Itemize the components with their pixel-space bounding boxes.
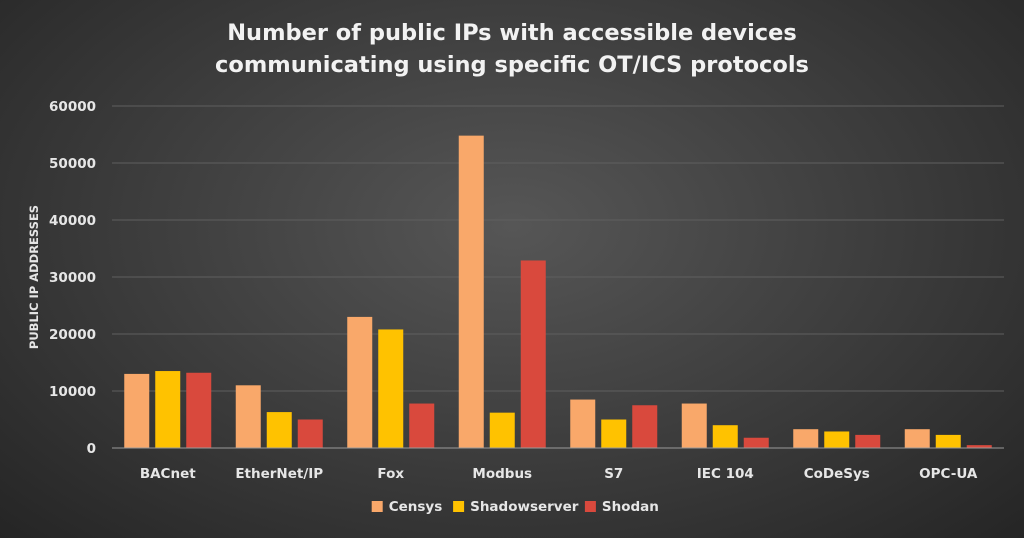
- bar-censys: [458, 135, 484, 448]
- chart-title-line-1: Number of public IPs with accessible dev…: [227, 20, 797, 46]
- bar-shodan: [409, 403, 435, 448]
- y-tick-label: 10000: [49, 384, 96, 400]
- bar-censys: [124, 373, 150, 448]
- x-axis: BACnet EtherNet/IP Fox Modbus S7 IEC 104 CoDeS…: [112, 447, 1004, 482]
- x-tick-label: EtherNet/IP: [235, 466, 323, 482]
- bar-censys: [793, 429, 819, 448]
- legend-label-shadowserver: Shadowserver: [470, 499, 579, 515]
- bar-shodan: [297, 419, 323, 448]
- bar-censys: [904, 429, 930, 448]
- x-tick-label: Modbus: [472, 466, 532, 482]
- legend-label-censys: Censys: [389, 499, 443, 515]
- bar-censys: [347, 316, 373, 448]
- x-tick-label: S7: [604, 466, 623, 482]
- grid-layer: 0 10000 20000 30000 40000 50000 60000: [49, 99, 1004, 457]
- y-tick-label: 20000: [49, 327, 96, 343]
- x-tick-label: CoDeSys: [804, 466, 870, 482]
- bar-shodan: [520, 260, 546, 448]
- bar-shodan: [743, 437, 769, 448]
- bar-shadowserver: [824, 431, 850, 448]
- bar-shodan: [966, 445, 992, 448]
- bar-shodan: [855, 434, 881, 448]
- x-tick-label: Fox: [377, 466, 404, 482]
- bar-shadowserver: [266, 412, 292, 448]
- bar-shadowserver: [155, 371, 181, 448]
- legend-swatch-shodan: [584, 501, 596, 512]
- bar-shodan: [632, 405, 658, 448]
- bar-shadowserver: [601, 419, 627, 448]
- x-tick-label: IEC 104: [697, 466, 754, 482]
- bar-shadowserver: [712, 425, 738, 448]
- y-tick-label: 50000: [49, 156, 96, 172]
- y-axis-label: PUBLIC IP ADDRESSES: [27, 205, 41, 349]
- y-tick-label: 40000: [49, 213, 96, 229]
- bar-shadowserver: [378, 329, 404, 448]
- bar-shadowserver: [489, 412, 515, 448]
- y-tick-label: 60000: [49, 99, 96, 115]
- bar-censys: [681, 403, 707, 448]
- bar-censys: [570, 399, 596, 448]
- legend-swatch-shadowserver: [453, 501, 465, 512]
- x-tick-label: OPC-UA: [919, 466, 978, 482]
- bar-shodan: [186, 372, 212, 448]
- legend-label-shodan: Shodan: [602, 499, 659, 515]
- legend: Censys Shadowserver Shodan: [371, 499, 659, 515]
- y-tick-label: 0: [87, 441, 96, 457]
- chart-title-line-2: communicating using specific OT/ICS prot…: [215, 52, 809, 78]
- y-tick-label: 30000: [49, 270, 96, 286]
- bar-censys: [235, 385, 261, 448]
- x-tick-label: BACnet: [140, 466, 196, 482]
- legend-swatch-censys: [371, 501, 383, 512]
- bar-shadowserver: [935, 434, 961, 448]
- bars-layer: [124, 135, 992, 448]
